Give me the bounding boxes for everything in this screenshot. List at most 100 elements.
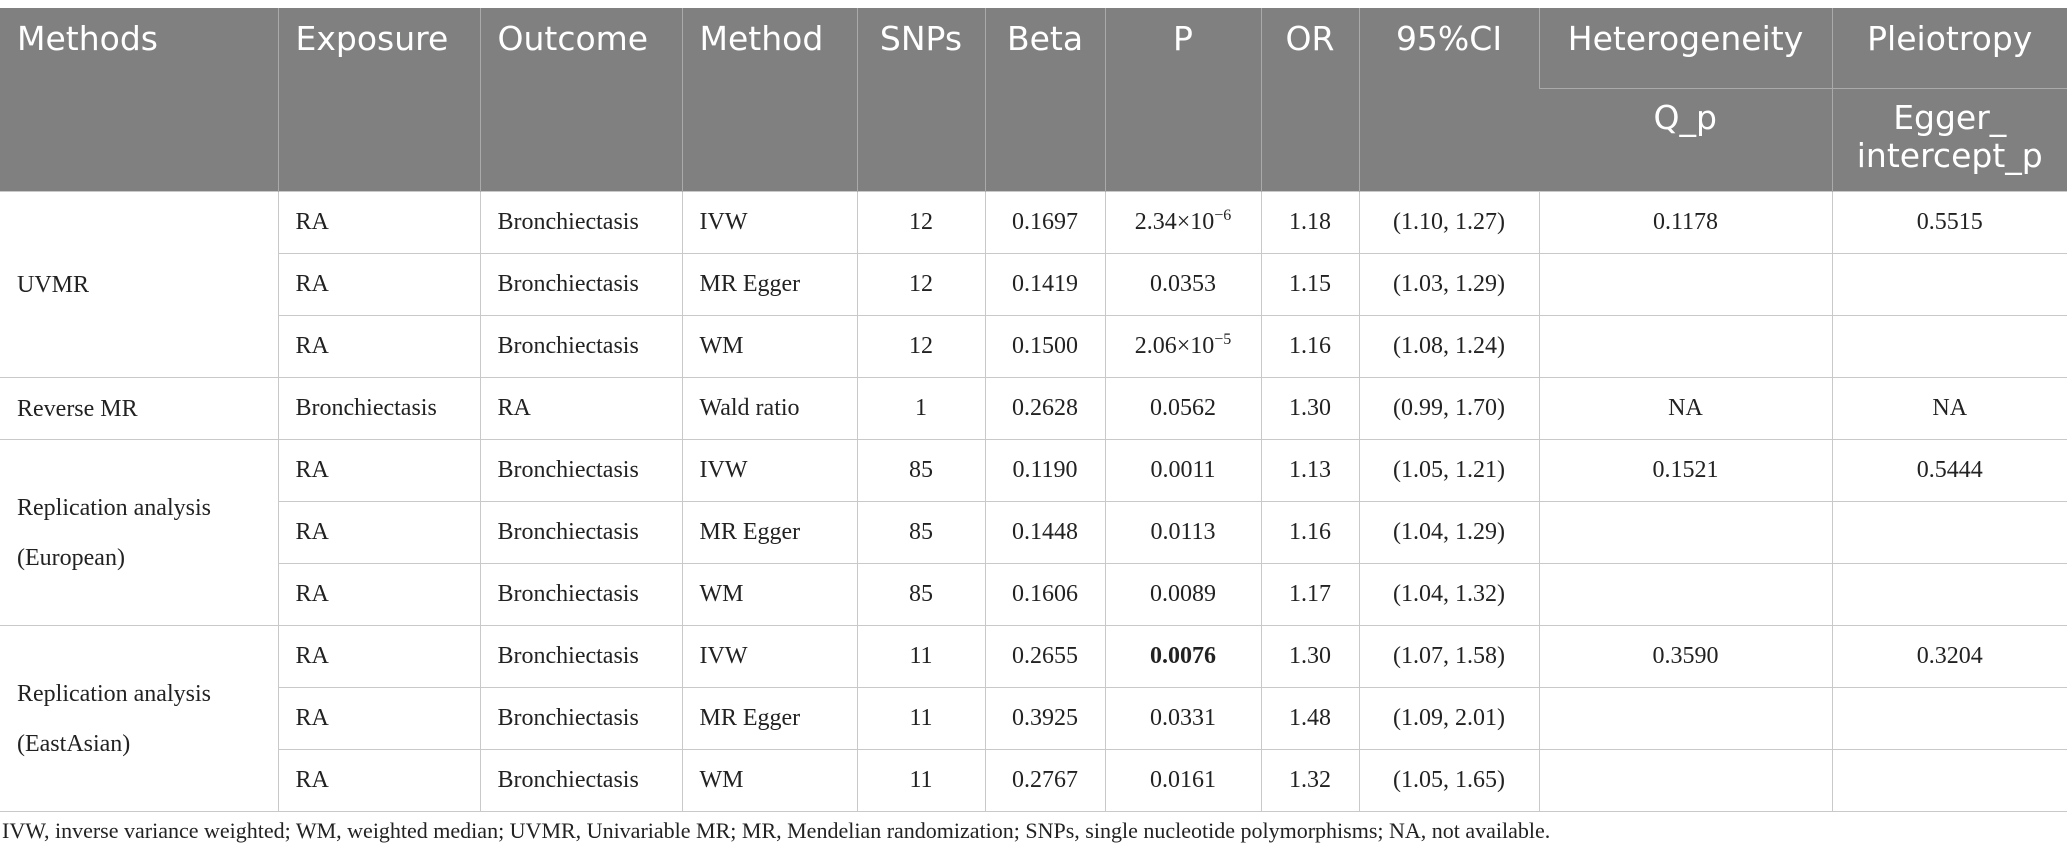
cell-q-p: 0.3590 xyxy=(1538,625,1833,688)
cell-p: 0.0353 xyxy=(1104,253,1262,316)
cell-or: 1.30 xyxy=(1260,625,1360,688)
cell-beta: 0.1697 xyxy=(984,191,1106,254)
cell-outcome: RA xyxy=(479,377,683,440)
header-p: P xyxy=(1104,8,1261,192)
cell-or: 1.30 xyxy=(1260,377,1360,440)
cell-snps: 85 xyxy=(856,439,986,502)
cell-outcome: Bronchiectasis xyxy=(479,191,683,254)
header-egger-line1: Egger_ xyxy=(1893,98,2007,137)
cell-p: 0.0089 xyxy=(1104,563,1262,626)
p-value-base: 10 xyxy=(1190,333,1215,359)
cell-ci: (1.10, 1.27) xyxy=(1358,191,1540,254)
table-row: Replication analysis (European) RA Bronchi… xyxy=(0,439,2067,626)
header-method: Method xyxy=(681,8,857,192)
p-value-exp: −6 xyxy=(1214,207,1232,224)
cell-q-p xyxy=(1538,253,1833,316)
cell-q-p xyxy=(1538,501,1833,564)
cell-method: WM xyxy=(681,315,858,378)
cell-beta: 0.1448 xyxy=(984,501,1106,564)
table-container: Methods Exposure Outcome Method SNPs Bet… xyxy=(0,8,2067,812)
cell-exposure: RA xyxy=(278,749,481,812)
cell-p: 2.34×10−6 xyxy=(1104,191,1262,254)
p-value-mantissa: 2.34 xyxy=(1134,209,1177,235)
table-footnote: IVW, inverse variance weighted; WM, weig… xyxy=(2,818,1551,843)
cell-q-p: 0.1521 xyxy=(1538,439,1833,502)
cell-snps: 1 xyxy=(856,377,986,440)
cell-outcome: Bronchiectasis xyxy=(479,439,683,502)
header-beta: Beta xyxy=(984,8,1105,192)
cell-ci: (1.09, 2.01) xyxy=(1358,687,1540,750)
cell-or: 1.48 xyxy=(1260,687,1360,750)
cell-method: MR Egger xyxy=(681,501,858,564)
cell-or: 1.17 xyxy=(1260,563,1360,626)
cell-outcome: Bronchiectasis xyxy=(479,563,683,626)
cell-egger-intercept-p: 0.5515 xyxy=(1831,191,2067,254)
cell-exposure: RA xyxy=(278,563,481,626)
cell-q-p xyxy=(1538,315,1833,378)
table-row: RA Bronchiectasis MR Egger 11 0.3925 0.0331 1.… xyxy=(0,687,2067,750)
table-row: Replication analysis (EastAsian) RA Bronch… xyxy=(0,625,2067,812)
table-row: RA Bronchiectasis MR Egger 12 0.1419 0.0353 1.… xyxy=(0,253,2067,316)
cell-exposure: RA xyxy=(277,439,481,502)
header-pleiotropy: Pleiotropy xyxy=(1831,8,2067,89)
cell-beta: 0.3925 xyxy=(984,687,1106,750)
p-value-mantissa: 2.06 xyxy=(1134,333,1177,359)
table-row: RA Bronchiectasis WM 11 0.2767 0.0161 1.32 (1.0… xyxy=(0,749,2067,812)
cell-ci: (0.99, 1.70) xyxy=(1358,377,1540,440)
table-row: RA Bronchiectasis WM 12 0.1500 2.06×10−5 1.16(… xyxy=(0,315,2067,378)
cell-beta: 0.1500 xyxy=(984,315,1106,378)
cell-methods-group: Reverse MR xyxy=(0,377,279,440)
cell-snps: 85 xyxy=(856,563,986,626)
cell-q-p: 0.1178 xyxy=(1538,191,1833,254)
cell-snps: 11 xyxy=(856,625,986,688)
cell-p: 0.0331 xyxy=(1104,687,1262,750)
cell-q-p xyxy=(1538,687,1833,750)
cell-or: 1.32 xyxy=(1260,749,1360,812)
table-row: UVMR RA Bronchiectasis IVW 12 0.1697 2.34×10−6… xyxy=(0,191,2067,378)
cell-exposure: RA xyxy=(278,687,481,750)
cell-egger-intercept-p xyxy=(1831,253,2067,316)
cell-methods-group: Replication analysis (European) xyxy=(0,439,279,626)
cell-exposure: RA xyxy=(278,501,481,564)
cell-ci: (1.03, 1.29) xyxy=(1358,253,1540,316)
header-heterogeneity: Heterogeneity xyxy=(1538,8,1832,89)
subheader-row: Q_p Egger_ intercept_p xyxy=(0,88,2067,192)
cell-method: IVW xyxy=(681,191,858,254)
table-body: UVMR RA Bronchiectasis IVW 12 0.1697 2.34×10−6… xyxy=(0,191,2067,812)
cell-methods-group: Replication analysis (EastAsian) xyxy=(0,625,279,812)
cell-ci: (1.07, 1.58) xyxy=(1358,625,1540,688)
cell-ci: (1.04, 1.32) xyxy=(1358,563,1540,626)
header-or: OR xyxy=(1260,8,1359,192)
cell-ci: (1.05, 1.21) xyxy=(1358,439,1540,502)
cell-method: MR Egger xyxy=(681,687,858,750)
cell-beta: 0.1190 xyxy=(984,439,1106,502)
cell-p: 0.0076 xyxy=(1104,625,1262,688)
header-methods: Methods xyxy=(0,8,278,192)
cell-outcome: Bronchiectasis xyxy=(479,253,683,316)
cell-snps: 12 xyxy=(856,191,986,254)
cell-egger-intercept-p xyxy=(1831,315,2067,378)
cell-outcome: Bronchiectasis xyxy=(479,687,683,750)
p-value-base: 10 xyxy=(1190,209,1215,235)
p-value-times: × xyxy=(1176,209,1191,235)
cell-q-p xyxy=(1538,749,1833,812)
cell-outcome: Bronchiectasis xyxy=(479,625,683,688)
cell-egger-intercept-p: 0.3204 xyxy=(1831,625,2067,688)
cell-egger-intercept-p: NA xyxy=(1831,377,2067,440)
cell-p: 2.06×10−5 xyxy=(1104,315,1262,378)
header-row: Methods Exposure Outcome Method SNPs Bet… xyxy=(0,8,2067,192)
cell-or: 1.13 xyxy=(1260,439,1360,502)
cell-exposure: RA xyxy=(277,191,481,254)
p-value-exp: −5 xyxy=(1214,331,1232,348)
cell-method: MR Egger xyxy=(681,253,858,316)
cell-p: 0.0011 xyxy=(1104,439,1262,502)
header-egger-line2: intercept_p xyxy=(1856,136,2043,175)
table-row: RA Bronchiectasis WM 85 0.1606 0.0089 1.17 (1.0… xyxy=(0,563,2067,626)
cell-egger-intercept-p xyxy=(1831,687,2067,750)
cell-beta: 0.2628 xyxy=(984,377,1106,440)
cell-methods-group: UVMR xyxy=(0,191,279,378)
cell-method: WM xyxy=(681,749,858,812)
cell-snps: 85 xyxy=(856,501,986,564)
cell-egger-intercept-p xyxy=(1831,563,2067,626)
cell-method: IVW xyxy=(681,439,858,502)
